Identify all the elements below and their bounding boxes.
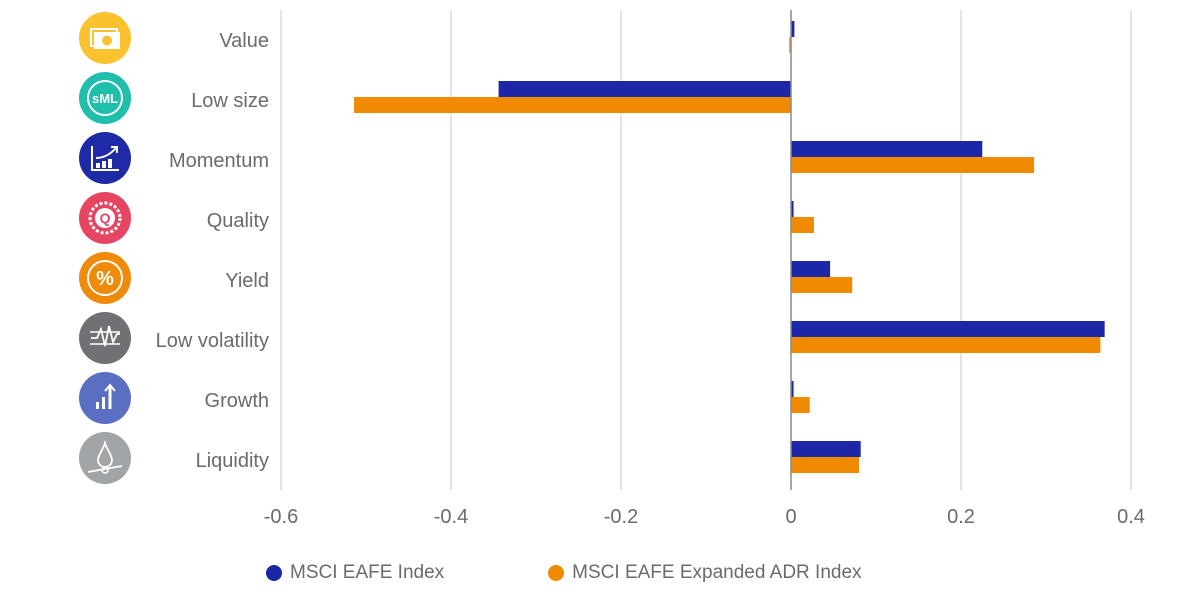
bar-shape — [102, 161, 106, 168]
legend-marker — [266, 565, 282, 581]
bar — [791, 441, 861, 457]
category-label: Growth — [205, 390, 269, 412]
bar — [791, 157, 1035, 173]
coin-shape — [102, 35, 112, 46]
growth-bars-icon — [79, 372, 131, 424]
bar-shape — [96, 163, 100, 168]
bar — [791, 397, 810, 413]
category-label: Low volatility — [156, 330, 269, 352]
category-label: Low size — [191, 90, 269, 112]
category-label: Liquidity — [196, 450, 269, 472]
quality-badge-icon: Q — [79, 192, 131, 244]
x-tick-label: -0.2 — [604, 506, 638, 528]
bar — [789, 37, 791, 53]
bar — [791, 141, 983, 157]
category-label: Yield — [225, 270, 269, 292]
bar-shape — [108, 159, 112, 168]
bar — [498, 81, 791, 97]
x-tick-label: -0.6 — [264, 506, 298, 528]
legend-label: MSCI EAFE Index — [290, 562, 445, 583]
x-tick-label: 0.4 — [1117, 506, 1145, 528]
bar — [791, 261, 831, 277]
icon-circle — [79, 132, 131, 184]
bar — [354, 97, 791, 113]
axes-shape — [91, 146, 119, 171]
bar — [791, 457, 859, 473]
legend-item-msci-eafe[interactable]: MSCI EAFE Index — [266, 562, 444, 584]
badge-shape — [88, 201, 122, 235]
badge-shape — [95, 208, 115, 228]
category-icons: sML Q% — [79, 12, 131, 484]
category-label: Momentum — [169, 150, 269, 172]
bars — [354, 21, 1105, 473]
category-label: Quality — [207, 210, 269, 232]
arrow-shape — [95, 147, 117, 159]
sml-text: sML — [92, 91, 118, 106]
bar — [791, 217, 814, 233]
bar — [791, 201, 794, 217]
x-tick-labels: -0.6 -0.4 -0.2 0 0.2 0.4 — [264, 506, 1145, 528]
x-tick-label: 0 — [785, 506, 796, 528]
percent-text: % — [96, 268, 114, 290]
bar-shape — [102, 397, 105, 409]
x-tick-label: -0.4 — [434, 506, 468, 528]
legend-item-msci-eafe-adr[interactable]: MSCI EAFE Expanded ADR Index — [548, 562, 862, 584]
line-shape — [87, 465, 123, 473]
percent-icon: % — [79, 252, 131, 304]
bar-shape — [96, 402, 99, 409]
bar — [791, 321, 1105, 337]
icon-circle — [79, 252, 131, 304]
size-sml-icon: sML — [79, 72, 131, 124]
icon-circle — [79, 72, 131, 124]
dot-shape — [101, 466, 109, 474]
wave-shape — [91, 325, 120, 347]
legend-label: MSCI EAFE Expanded ADR Index — [572, 562, 862, 583]
volatility-wave-icon — [79, 312, 131, 364]
arrow-shape — [104, 383, 116, 392]
legend-marker — [548, 565, 565, 581]
q-text: Q — [100, 210, 111, 226]
money-bill-icon — [79, 12, 131, 64]
icon-circle — [79, 312, 131, 364]
bar — [791, 277, 853, 293]
ring-shape — [87, 80, 123, 116]
ring-shape — [87, 260, 123, 296]
x-tick-label: 0.2 — [947, 506, 975, 528]
arrow-shape — [111, 146, 118, 153]
trend-up-chart-icon — [79, 132, 131, 184]
legend: MSCI EAFE Index MSCI EAFE Expanded ADR I… — [266, 562, 966, 584]
bar — [791, 21, 795, 37]
category-labels: Value Low size Momentum Quality Yield Low vol… — [156, 30, 269, 472]
liquidity-drop-icon — [79, 432, 131, 484]
bar — [791, 337, 1101, 353]
bar — [791, 381, 794, 397]
category-label: Value — [219, 30, 269, 52]
